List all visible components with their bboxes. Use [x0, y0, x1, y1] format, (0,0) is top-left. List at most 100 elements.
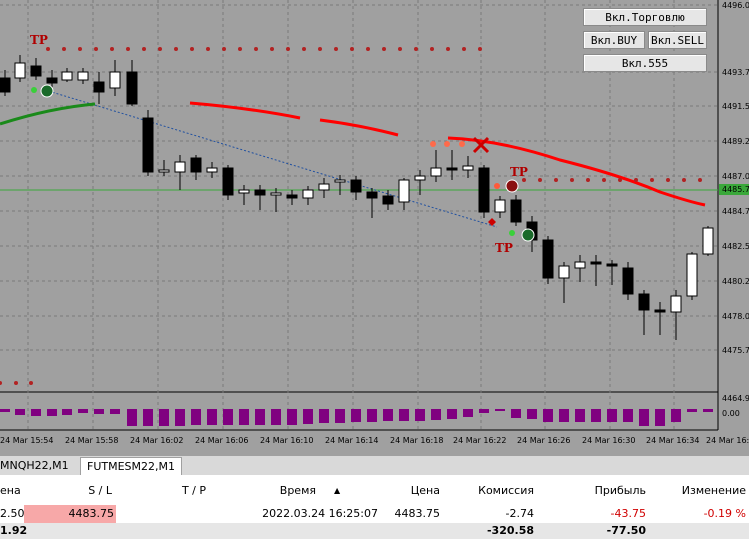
col-price[interactable]: Цена: [410, 484, 440, 497]
candle: [574, 261, 586, 269]
time-axis-label: 24 Mar 15:54: [0, 436, 53, 445]
row-price: 4483.75: [394, 507, 441, 520]
sell-marker-icon: [505, 179, 519, 193]
tab-mnqh22[interactable]: MNQH22,M1: [0, 459, 69, 472]
signal-dot-icon: [459, 141, 465, 147]
candle: [254, 189, 266, 196]
buy-marker-icon-2: [521, 228, 535, 242]
histogram-bar: [511, 409, 521, 418]
candle: [654, 309, 666, 313]
current-price-marker: [719, 184, 749, 195]
histogram-bar: [94, 409, 104, 414]
entry-dot-icon-2: [509, 230, 515, 236]
histogram-bar: [127, 409, 137, 426]
histogram-bar: [0, 409, 10, 412]
time-axis-label: 24 Mar 15:58: [65, 436, 118, 445]
row-tp[interactable]: [140, 505, 206, 523]
row-sl[interactable]: 4483.75: [24, 505, 116, 523]
time-axis-label: 24 Mar 16:10: [260, 436, 313, 445]
histogram-bar: [559, 409, 569, 422]
time-axis-label: 24 Mar 16:02: [130, 436, 183, 445]
candle: [350, 179, 362, 193]
price-axis-label: 4478.00: [722, 312, 749, 321]
candles: [0, 55, 714, 340]
candle: [222, 167, 234, 196]
price-axis-label: 4475.75: [722, 346, 749, 355]
col-time[interactable]: Время: [279, 484, 316, 497]
histogram-bar: [207, 409, 217, 425]
price-axis-label: 4482.50: [722, 242, 749, 251]
tab-futmesm22[interactable]: FUTMESM22,M1: [80, 457, 182, 475]
histogram-bar: [687, 409, 697, 412]
candle: [686, 253, 698, 297]
candle: [478, 167, 490, 213]
histogram-bar: [703, 409, 713, 412]
table-row[interactable]: [0, 505, 749, 523]
time-axis: 24 Mar 15:54 24 Mar 15:58 24 Mar 16:02 24 M…: [0, 436, 749, 445]
ma-red-line-1: [189, 101, 301, 120]
enable-buy-button[interactable]: Вкл.BUY: [583, 31, 645, 49]
time-axis-label: 24 Mar 16:22: [453, 436, 506, 445]
col-commission[interactable]: Комиссия: [478, 484, 534, 497]
time-axis-label: 24 Mar 16:26: [517, 436, 570, 445]
histogram-bar: [479, 409, 489, 413]
signal-dot-icon: [430, 141, 436, 147]
histogram-bar: [78, 409, 88, 413]
trade-line: [44, 89, 498, 228]
candle: [446, 167, 458, 171]
histogram-bar: [191, 409, 201, 425]
time-axis-label: 24 Mar 16:06: [195, 436, 248, 445]
histogram-bar: [399, 409, 409, 421]
price-axis-label: 4487.00: [722, 172, 749, 181]
candle: [606, 263, 618, 267]
candle: [366, 191, 378, 199]
price-chart[interactable]: 4485.75 TP TP TP 4496.004493.754491.5044…: [0, 0, 749, 455]
candle: [318, 183, 330, 191]
histogram-bar: [655, 409, 665, 426]
candle: [142, 117, 154, 173]
row-change: -0.19 %: [703, 507, 746, 520]
histogram-bar: [463, 409, 473, 417]
entry-dot-icon: [31, 87, 37, 93]
tp-dots: [0, 47, 702, 385]
histogram-bar: [255, 409, 265, 425]
buy-marker-icon: [40, 84, 54, 98]
col-price-open[interactable]: ена: [0, 484, 21, 497]
candle: [61, 71, 73, 81]
tp-label-2: TP: [510, 165, 528, 179]
histogram-bar: [271, 409, 281, 425]
candle: [206, 167, 218, 173]
col-profit[interactable]: Прибыль: [594, 484, 646, 497]
histogram-bar: [575, 409, 585, 422]
candle: [638, 293, 650, 311]
histogram-bar: [15, 409, 25, 415]
candle: [93, 81, 105, 93]
candle: [542, 239, 554, 279]
price-axis-label: 4489.25: [722, 137, 749, 146]
candle: [334, 179, 346, 183]
price-axis-label: 0.00: [722, 409, 740, 418]
col-tp[interactable]: T / P: [181, 484, 206, 497]
enable-sell-button[interactable]: Вкл.SELL: [648, 31, 707, 49]
candle: [0, 77, 11, 93]
row-price-open: 2.50: [0, 507, 25, 520]
histogram-bar: [175, 409, 185, 426]
time-axis-label: 24 Mar 16:14: [325, 436, 378, 445]
candle: [109, 71, 121, 89]
candle: [174, 161, 186, 173]
ma-red-line-2: [319, 118, 399, 137]
enable-trading-button[interactable]: Вкл.Торговлю: [583, 8, 707, 26]
col-change[interactable]: Изменение: [681, 484, 746, 497]
enable-magic-button[interactable]: Вкл.555: [583, 54, 707, 72]
price-axis: 4496.00 4493.75 4491.50 4489.25 4487.00 4484.…: [722, 1, 749, 418]
price-axis-label: 4480.25: [722, 277, 749, 286]
price-axis-label: 4464.92: [722, 394, 749, 403]
histogram-bar: [639, 409, 649, 426]
histogram-bar: [31, 409, 41, 416]
histogram-bar: [351, 409, 361, 422]
histogram-bar: [591, 409, 601, 422]
candle: [670, 295, 682, 313]
histogram-bar: [367, 409, 377, 422]
candle: [462, 165, 474, 171]
col-sl[interactable]: S / L: [88, 484, 112, 497]
